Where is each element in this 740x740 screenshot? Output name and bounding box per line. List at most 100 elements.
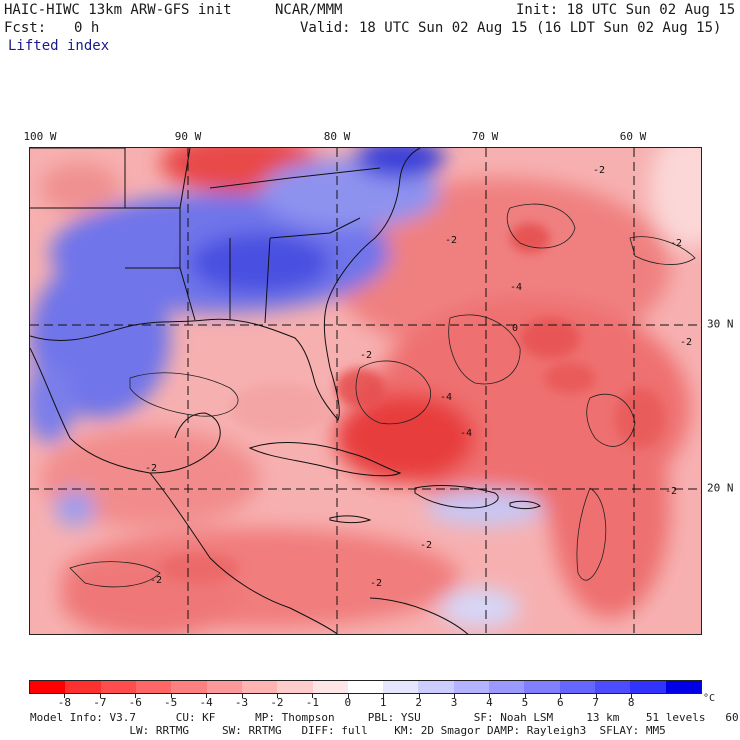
colorbar-tick (206, 694, 208, 698)
colorbar-label: 7 (592, 696, 600, 709)
colorbar-tick (347, 694, 349, 698)
small-red-4 (615, 388, 665, 448)
colorbar-label: 5 (521, 696, 529, 709)
us-gulf-atlantic-coast (30, 148, 421, 421)
small-red-2 (520, 318, 580, 358)
contour-central-america (69, 561, 161, 588)
colorbar-tick (418, 694, 420, 698)
colorbar-cell (559, 681, 595, 693)
colorbar-tick (135, 694, 137, 698)
contour-lesser-antilles (576, 487, 607, 581)
contours (69, 203, 696, 588)
colorbar-cell (277, 681, 313, 693)
colorbar-label: -3 (234, 696, 249, 709)
colorbar-label: -1 (305, 696, 319, 709)
contour-label-3: -2 (670, 238, 682, 249)
contour-label-9: -4 (460, 428, 472, 439)
colorbar-cell (65, 681, 101, 693)
forecast-hour: 0 h (74, 20, 100, 36)
colorbar-cell (312, 681, 348, 693)
organization: NCAR/MMM (275, 2, 343, 18)
colorbar-tick (383, 694, 385, 698)
lifted-index-map: -2 -2 -2 -4 0 -2 -2 -4 -4 -2 -2 -2 -2 -2 (29, 147, 702, 635)
colorbar-label: 2 (415, 696, 422, 709)
colorbar-label: -2 (270, 696, 284, 709)
gulf-anomaly (40, 428, 260, 528)
colorbar-cell (665, 681, 701, 693)
contour-gulf (129, 372, 239, 417)
forecast-label: Fcst: (4, 20, 47, 36)
small-red-1 (510, 223, 550, 253)
colorbar-unit: °C (703, 693, 716, 704)
east-caribbean-anomaly (550, 398, 670, 618)
colorbar-cell (630, 681, 666, 693)
contour-label-5: 0 (512, 323, 518, 334)
mexico-coast-stable (30, 363, 75, 443)
south-america-coast (369, 597, 469, 634)
contour-label-8: -4 (440, 392, 452, 403)
colorbar-label: 1 (379, 696, 387, 709)
colorbar-label: -8 (57, 696, 72, 709)
state-borders-west (30, 148, 181, 269)
contour-atlantic-3 (586, 393, 636, 447)
contour-label-2: -2 (445, 235, 457, 246)
colorbar-cell (383, 681, 419, 693)
lon-label-70w: 70 W (471, 130, 499, 143)
colorbar-cell (100, 681, 136, 693)
colorbar-tick (312, 694, 314, 698)
cuba-outline (248, 442, 402, 477)
contour-label-12: -2 (420, 540, 432, 551)
contour-label-10: -2 (145, 463, 157, 474)
valid-time: Valid: 18 UTC Sun 02 Aug 15 (16 LDT Sun … (300, 20, 722, 36)
colorbar-cell (241, 681, 278, 693)
fine-shading (160, 223, 665, 583)
colorbar-tick (454, 694, 456, 698)
contour-label-4: -4 (510, 282, 522, 293)
colorbar-tick (631, 694, 633, 698)
contour-label-6: -2 (360, 350, 372, 361)
colorbar-label: -7 (93, 696, 107, 709)
contour-label-7: -2 (680, 337, 692, 348)
colorbar-tick (170, 694, 172, 698)
init-time: Init: 18 UTC Sun 02 Aug 15 (516, 2, 736, 18)
colorbar-tick (489, 694, 491, 698)
contour-label-13: -2 (150, 575, 162, 586)
model-title: HAIC-HIWC 13km ARW-GFS init (4, 2, 232, 18)
colorbar-tick (64, 694, 66, 698)
lon-label-60w: 60 W (619, 130, 647, 143)
colorbar-tick (99, 694, 101, 698)
virginia-core (355, 148, 445, 178)
model-info-line2: LW: RRTMG SW: RRTMG DIFF: full KM: 2D Sm… (30, 724, 666, 737)
colorbar-tick (595, 694, 597, 698)
lat-label-20n: 20 N (707, 481, 734, 495)
lat-label-30n: 30 N (707, 317, 734, 331)
lon-label-90w: 90 W (174, 130, 202, 143)
puerto-rico-outline (509, 500, 541, 510)
gulf-light-patch (230, 383, 330, 433)
colorbar-cell (453, 681, 490, 693)
central-america-coast (149, 472, 339, 634)
colorbar-cell (347, 681, 384, 693)
yucatan-west-stable (55, 490, 95, 526)
colorbar-label: 0 (344, 696, 352, 709)
plains-anomaly (40, 163, 120, 213)
colorbar-cell (595, 681, 631, 693)
colorbar-label: 4 (486, 696, 493, 709)
lon-label-100w: 100 W (23, 130, 57, 143)
south-caribbean-stable (440, 588, 520, 628)
contour-atlantic-1 (448, 314, 521, 385)
state-borders-east (179, 148, 381, 324)
contour-bahamas (355, 360, 432, 425)
model-info-line1: Model Info: V3.7 CU: KF MP: Thompson PBL… (30, 711, 740, 724)
colorbar-cell (489, 681, 525, 693)
map-canvas: -2 -2 -2 -4 0 -2 -2 -4 -4 -2 -2 -2 -2 -2 (30, 148, 701, 634)
colorbar-cell (135, 681, 172, 693)
colorbar-tick (560, 694, 562, 698)
colorbar-cell (524, 681, 560, 693)
colorbar-cell (30, 681, 66, 693)
colorbar-tick (276, 694, 278, 698)
colorbar-label: 8 (627, 696, 635, 709)
hispaniola-stable (425, 490, 545, 526)
hispaniola-outline (414, 485, 499, 509)
jamaica-outline (329, 515, 372, 524)
